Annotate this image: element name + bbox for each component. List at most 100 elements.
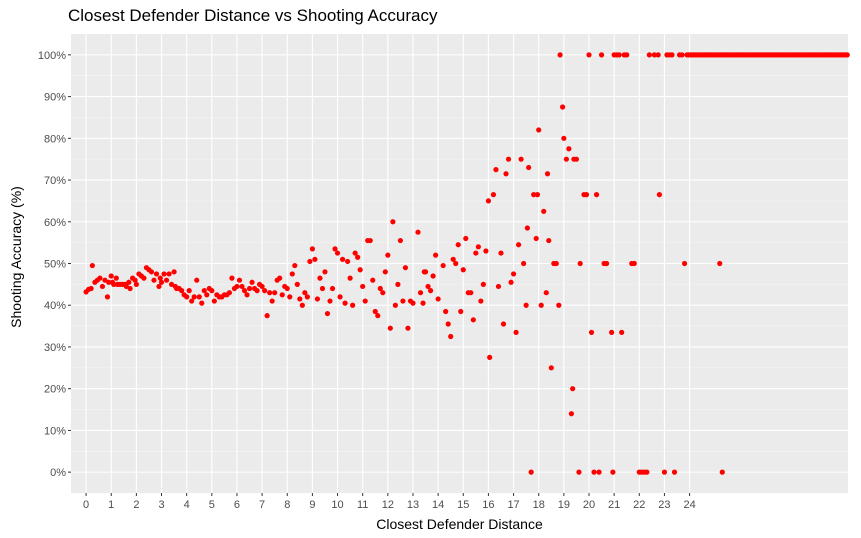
data-point [490,192,497,198]
data-point [485,198,492,204]
data-point [505,156,512,162]
data-point [357,267,363,273]
data-point [538,302,544,308]
data-point [524,225,530,231]
data-point [322,269,328,275]
x-tick-label: 8 [284,499,290,511]
data-point [448,333,454,340]
data-point [460,267,466,273]
data-point [186,288,192,294]
data-point [480,281,486,287]
x-tick-label: 12 [382,499,394,511]
data-point [254,288,260,294]
data-point [655,52,661,58]
data-point [104,294,111,300]
y-axis: 0% 10% 20% 30% 40% 50% 60% 70% 80% 90% 100% [38,50,71,479]
data-point [106,279,112,285]
data-point [191,294,197,300]
x-tick-label: 20 [583,499,595,511]
data-point [304,294,310,300]
data-point [577,260,583,267]
data-point [287,294,293,300]
data-point [450,256,456,262]
data-point [370,277,376,283]
x-tick-label: 7 [259,499,265,511]
data-point [380,290,386,296]
y-tick-label: 0% [50,467,66,479]
data-point [375,313,381,319]
data-point [719,469,725,475]
data-point [302,290,308,296]
data-point [184,294,190,300]
data-point [284,285,290,292]
data-point [377,285,383,292]
data-point [367,237,373,244]
x-tick-label: 23 [658,499,670,511]
data-point [513,329,519,335]
data-point [427,288,434,294]
y-tick-label: 100% [38,50,66,62]
x-tick-label: 5 [209,499,215,511]
data-point [616,52,622,58]
data-point [543,290,549,296]
y-tick-label: 60% [44,217,66,229]
data-point [324,310,331,317]
data-point [279,292,285,298]
data-point [453,260,459,267]
data-point [166,271,172,277]
data-point [239,283,245,290]
y-tick-label: 20% [44,384,66,396]
data-point [334,250,341,256]
data-point [397,237,404,244]
data-point [204,292,210,298]
data-point [277,275,283,281]
data-point [229,275,235,281]
data-point [347,275,353,281]
data-point [844,52,850,58]
data-point [171,269,177,275]
data-point [246,285,253,292]
data-point [503,171,509,177]
data-point [556,302,562,308]
x-tick-label: 13 [407,499,419,511]
x-tick-label: 14 [432,499,444,511]
data-point [314,296,321,302]
data-point [548,365,554,371]
data-point [531,192,537,198]
data-point [382,269,388,275]
data-point [153,271,160,277]
data-point [88,285,94,292]
data-point [151,277,157,283]
x-tick-label: 4 [184,499,190,511]
data-point [199,300,205,306]
data-point [157,275,163,281]
data-point [339,256,346,262]
data-point [244,292,250,298]
data-point [570,386,576,392]
data-point [395,281,401,287]
x-tick-label: 2 [133,499,139,511]
x-tick-label: 19 [558,499,570,511]
y-tick-label: 30% [44,342,66,354]
data-point [717,260,723,267]
data-point [425,283,431,290]
data-point [624,52,630,58]
data-point [194,277,200,283]
data-point [533,235,539,242]
data-point [97,275,103,281]
data-point [372,308,378,315]
data-point [201,288,207,294]
data-point [327,298,333,304]
data-point [435,296,441,302]
data-point [596,469,602,475]
data-point [671,469,678,475]
y-tick-label: 10% [44,425,66,437]
data-point [526,164,532,171]
data-point [475,244,481,250]
data-point [470,317,476,323]
data-point [211,298,217,304]
data-point [312,256,318,262]
data-point [561,135,567,141]
data-point [99,283,106,290]
